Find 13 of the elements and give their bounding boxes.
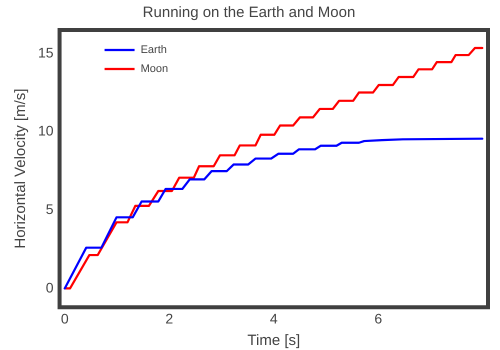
x-tick-label: 4 [270,310,278,326]
x-tick-label: 2 [165,310,174,326]
y-tick-label: 15 [38,44,54,60]
x-tick-label: 6 [374,310,382,326]
x-tick-label: 0 [60,310,69,326]
legend-label: Moon [140,63,168,76]
legend-label: Earth [140,44,167,56]
y-tick-label: 0 [46,279,54,296]
y-tick-label: 10 [38,122,54,139]
chart-title: Running on the Earth and Moon [142,4,356,22]
x-axis-title: Time [s] [247,332,300,350]
y-tick-label: 5 [46,200,54,217]
y-axis-title: Horizontal Velocity [m/s] [12,88,30,249]
